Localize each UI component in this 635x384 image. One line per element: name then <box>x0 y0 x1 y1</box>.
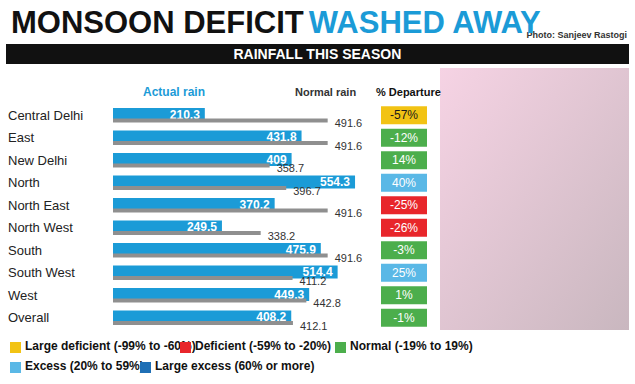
svg-text:210.3: 210.3 <box>169 107 200 122</box>
svg-text:Large excess (60% or more): Large excess (60% or more) <box>155 359 314 373</box>
svg-text:% Departure: % Departure <box>376 86 441 98</box>
svg-text:WASHED AWAY: WASHED AWAY <box>309 5 541 40</box>
svg-text:-25%: -25% <box>390 198 418 212</box>
svg-text:Large deficient (-99% to -60%): Large deficient (-99% to -60%) <box>25 339 196 353</box>
svg-text:Normal rain: Normal rain <box>295 86 356 98</box>
svg-text:431.8: 431.8 <box>266 130 297 145</box>
svg-text:Central Delhi: Central Delhi <box>8 108 83 123</box>
svg-text:338.2: 338.2 <box>268 230 296 242</box>
svg-text:Normal (-19% to 19%): Normal (-19% to 19%) <box>350 339 473 353</box>
svg-text:-57%: -57% <box>390 108 418 122</box>
svg-text:1%: 1% <box>395 288 413 302</box>
svg-text:491.6: 491.6 <box>335 252 363 264</box>
svg-text:554.3: 554.3 <box>320 175 350 189</box>
svg-text:-12%: -12% <box>390 131 418 145</box>
svg-text:396.7: 396.7 <box>293 185 321 197</box>
svg-text:408.2: 408.2 <box>256 310 287 324</box>
svg-text:Deficient (-59% to -20%): Deficient (-59% to -20%) <box>195 339 331 353</box>
svg-text:412.1: 412.1 <box>300 320 328 332</box>
svg-text:New Delhi: New Delhi <box>8 153 67 168</box>
svg-text:370.2: 370.2 <box>239 197 270 212</box>
svg-text:Actual rain: Actual rain <box>143 85 205 99</box>
svg-text:14%: 14% <box>392 153 416 167</box>
svg-text:411.2: 411.2 <box>300 275 327 287</box>
svg-text:358.7: 358.7 <box>277 162 305 174</box>
svg-text:East: East <box>8 130 34 145</box>
svg-text:491.6: 491.6 <box>335 140 363 152</box>
svg-text:491.6: 491.6 <box>335 117 363 129</box>
svg-text:449.3: 449.3 <box>274 287 305 302</box>
svg-text:North: North <box>8 175 40 190</box>
svg-text:491.6: 491.6 <box>335 207 363 219</box>
svg-text:MONSOON DEFICIT: MONSOON DEFICIT <box>11 5 304 40</box>
svg-text:-3%: -3% <box>393 243 415 257</box>
svg-text:475.9: 475.9 <box>285 242 316 257</box>
svg-text:RAINFALL THIS SEASON: RAINFALL THIS SEASON <box>233 46 401 62</box>
svg-text:Overall: Overall <box>8 310 49 325</box>
svg-text:249.5: 249.5 <box>186 220 217 235</box>
svg-text:West: West <box>8 288 38 303</box>
svg-text:514.4: 514.4 <box>302 265 333 279</box>
svg-text:409: 409 <box>266 152 287 167</box>
svg-text:North West: North West <box>8 220 73 235</box>
svg-text:442.8: 442.8 <box>313 297 341 309</box>
svg-text:40%: 40% <box>392 176 416 190</box>
svg-text:-1%: -1% <box>393 311 415 325</box>
svg-text:South: South <box>8 243 42 258</box>
svg-text:25%: 25% <box>392 266 416 280</box>
svg-text:-26%: -26% <box>390 221 418 235</box>
svg-text:North East: North East <box>8 198 70 213</box>
svg-text:Excess (20% to 59%): Excess (20% to 59%) <box>25 359 144 373</box>
svg-text:Photo: Sanjeev Rastogi: Photo: Sanjeev Rastogi <box>526 30 627 40</box>
svg-text:South West: South West <box>8 265 75 280</box>
